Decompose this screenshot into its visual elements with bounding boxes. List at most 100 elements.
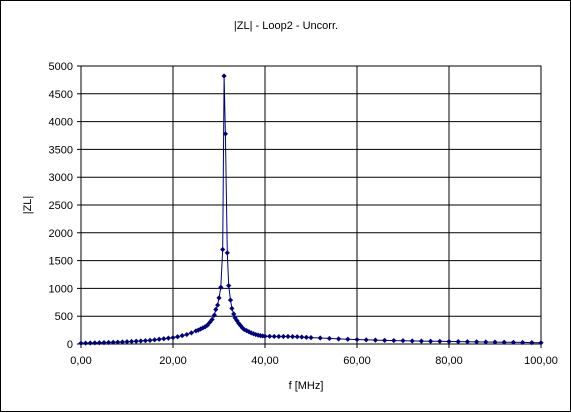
data-point [455, 339, 461, 345]
data-point [110, 339, 116, 345]
data-point [239, 325, 246, 331]
x-tick-label: 20,00 [159, 355, 187, 367]
y-tick-label: 4500 [49, 89, 73, 101]
data-point [129, 338, 135, 345]
y-tick-label: 1000 [49, 283, 73, 295]
data-point [464, 339, 470, 345]
data-point [147, 337, 153, 343]
data-point [175, 334, 181, 340]
data-point [215, 302, 221, 308]
chart-title: |ZL| - Loop2 - Uncorr. [234, 20, 338, 32]
data-point [220, 246, 226, 253]
data-point [501, 339, 507, 345]
data-point [474, 339, 480, 345]
data-point [229, 305, 235, 312]
data-point [224, 250, 230, 256]
data-point [218, 284, 224, 290]
data-point [138, 338, 144, 344]
data-point [226, 283, 232, 289]
data-point [538, 340, 544, 346]
data-point [317, 335, 323, 341]
data-point [250, 331, 257, 337]
data-point [200, 325, 206, 331]
data-point [382, 337, 388, 343]
data-point [510, 339, 516, 345]
data-point [354, 336, 360, 343]
x-axis-title: f [MHz] [289, 380, 324, 392]
data-point [156, 336, 162, 342]
data-point [179, 333, 185, 339]
data-point [87, 340, 93, 346]
data-point [276, 333, 282, 340]
data-point [213, 306, 219, 313]
data-point [418, 338, 424, 344]
y-tick-label: 3000 [49, 172, 73, 184]
data-point [446, 338, 452, 345]
data-point [96, 340, 102, 346]
data-point [221, 73, 227, 79]
data-point [216, 295, 222, 301]
data-point [124, 339, 130, 345]
data-point [363, 337, 369, 343]
data-point [492, 339, 498, 345]
data-point [372, 337, 378, 343]
data-point [529, 340, 535, 346]
data-point [211, 312, 217, 318]
data-point [400, 338, 406, 344]
x-tick-label: 100,00 [524, 355, 558, 367]
y-tick-label: 1500 [49, 256, 73, 268]
data-point [231, 311, 237, 317]
x-tick-label: 60,00 [343, 355, 371, 367]
data-point [209, 316, 215, 323]
data-point [428, 338, 434, 344]
data-point [101, 340, 107, 346]
y-tick-label: 2000 [49, 228, 73, 240]
y-tick-label: 5000 [49, 61, 73, 73]
data-point [198, 326, 204, 332]
data-point [409, 338, 415, 344]
data-point [222, 131, 229, 137]
data-point [142, 338, 148, 344]
data-point [238, 323, 244, 329]
data-point [299, 334, 305, 340]
data-point [267, 333, 273, 339]
data-point [290, 334, 296, 340]
data-point [161, 336, 167, 342]
data-point [119, 339, 125, 345]
y-tick-labels: 0 500 1000 1500 2000 2500 3000 3500 4000 4500 5000 [49, 61, 73, 351]
data-point [285, 333, 291, 340]
data-point [326, 335, 332, 342]
y-tick-label: 2500 [49, 200, 73, 212]
data-point [170, 335, 176, 341]
data-point [308, 335, 314, 341]
data-point [483, 339, 489, 345]
data-point [188, 330, 194, 336]
data-point [236, 320, 242, 327]
data-point [303, 334, 309, 340]
data-point [92, 340, 98, 346]
x-tick-label: 80,00 [435, 355, 463, 367]
y-tick-label: 500 [55, 311, 73, 323]
data-point [437, 338, 443, 344]
data-point [83, 340, 89, 346]
y-gridlines [77, 65, 541, 345]
data-point [294, 334, 300, 340]
x-tick-labels: 0,00 20,00 40,00 60,00 80,00 100,00 [70, 355, 558, 367]
data-point [207, 319, 213, 325]
series-zl [78, 73, 544, 346]
y-tick-label: 4000 [49, 117, 73, 129]
y-tick-label: 0 [67, 339, 73, 351]
data-point [106, 339, 112, 346]
data-point [202, 324, 208, 330]
data-point [152, 337, 158, 343]
y-axis-title: |ZL| [22, 196, 34, 215]
data-point [133, 338, 139, 344]
data-point [280, 333, 286, 340]
data-point [253, 331, 259, 338]
y-tick-label: 3500 [49, 144, 73, 156]
data-point [78, 340, 84, 346]
x-gridlines [80, 66, 542, 348]
data-point [184, 331, 190, 338]
